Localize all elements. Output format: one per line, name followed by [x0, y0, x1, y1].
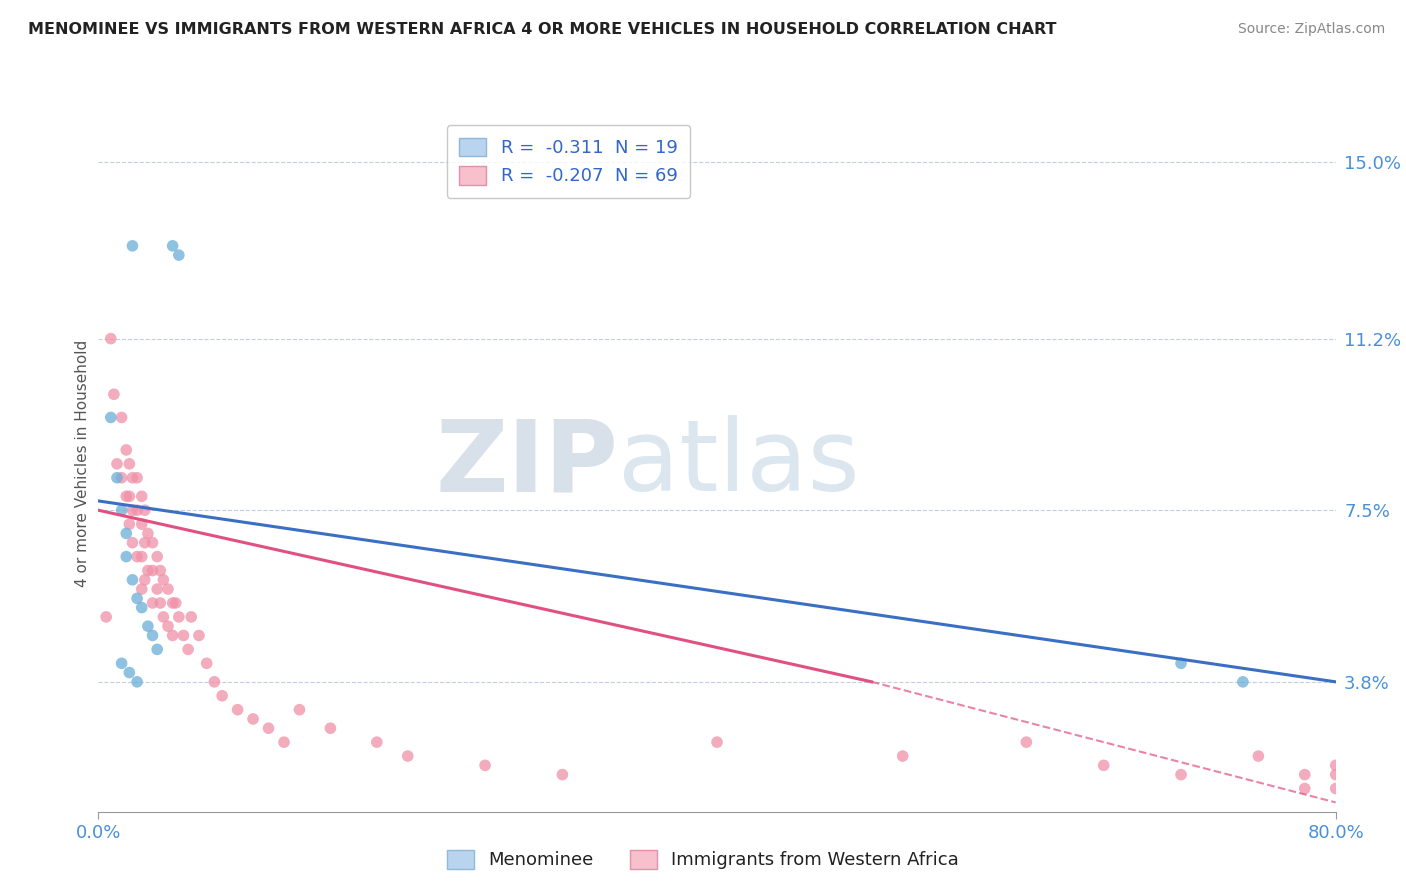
Point: [127, 674, 149, 689]
Point: [173, 628, 195, 642]
Point: [152, 610, 174, 624]
Point: [96, 610, 118, 624]
Point: [162, 628, 184, 642]
Point: [121, 535, 143, 549]
Point: [180, 610, 202, 624]
Point: [149, 596, 172, 610]
Point: [115, 442, 138, 457]
Point: [204, 674, 226, 689]
Point: [319, 721, 342, 735]
Point: [188, 628, 211, 642]
Point: [1294, 781, 1316, 796]
Point: [1170, 657, 1192, 671]
Point: [1170, 767, 1192, 781]
Point: [1324, 767, 1347, 781]
Point: [118, 457, 141, 471]
Point: [366, 735, 388, 749]
Point: [165, 596, 187, 610]
Point: [134, 535, 156, 549]
Point: [105, 457, 128, 471]
Point: [121, 471, 143, 485]
Point: [136, 564, 159, 578]
Point: [142, 596, 165, 610]
Point: [115, 549, 138, 564]
Point: [136, 619, 159, 633]
Point: [226, 703, 249, 717]
Point: [105, 471, 128, 485]
Point: [1092, 758, 1115, 772]
Point: [115, 489, 138, 503]
Point: [131, 600, 153, 615]
Point: [1324, 781, 1347, 796]
Text: Source: ZipAtlas.com: Source: ZipAtlas.com: [1237, 22, 1385, 37]
Point: [257, 721, 280, 735]
Point: [706, 735, 728, 749]
Point: [127, 549, 149, 564]
Point: [162, 596, 184, 610]
Point: [134, 503, 156, 517]
Point: [167, 248, 190, 262]
Point: [103, 387, 125, 401]
Point: [121, 503, 143, 517]
Point: [146, 642, 169, 657]
Point: [152, 573, 174, 587]
Point: [273, 735, 295, 749]
Point: [127, 503, 149, 517]
Point: [134, 573, 156, 587]
Point: [162, 239, 184, 253]
Point: [131, 549, 153, 564]
Point: [111, 503, 134, 517]
Point: [142, 535, 165, 549]
Point: [1294, 767, 1316, 781]
Point: [118, 517, 141, 532]
Point: [167, 610, 190, 624]
Point: [111, 657, 134, 671]
Point: [131, 517, 153, 532]
Point: [127, 591, 149, 606]
Legend: R =  -0.311  N = 19, R =  -0.207  N = 69: R = -0.311 N = 19, R = -0.207 N = 69: [447, 125, 690, 198]
Text: MENOMINEE VS IMMIGRANTS FROM WESTERN AFRICA 4 OR MORE VEHICLES IN HOUSEHOLD CORR: MENOMINEE VS IMMIGRANTS FROM WESTERN AFR…: [28, 22, 1057, 37]
Legend: Menominee, Immigrants from Western Africa: Menominee, Immigrants from Western Afric…: [437, 841, 969, 879]
Point: [131, 582, 153, 596]
Point: [1247, 749, 1270, 764]
Point: [1324, 758, 1347, 772]
Point: [177, 642, 200, 657]
Point: [121, 239, 143, 253]
Point: [146, 549, 169, 564]
Text: ZIP: ZIP: [436, 416, 619, 512]
Point: [118, 489, 141, 503]
Point: [1015, 735, 1038, 749]
Point: [146, 582, 169, 596]
Point: [111, 471, 134, 485]
Point: [396, 749, 419, 764]
Point: [131, 489, 153, 503]
Point: [288, 703, 311, 717]
Y-axis label: 4 or more Vehicles in Household: 4 or more Vehicles in Household: [75, 340, 90, 588]
Point: [195, 657, 218, 671]
Point: [111, 410, 134, 425]
Point: [121, 573, 143, 587]
Point: [100, 332, 122, 346]
Point: [211, 689, 233, 703]
Point: [157, 619, 180, 633]
Point: [127, 471, 149, 485]
Text: atlas: atlas: [619, 416, 859, 512]
Point: [118, 665, 141, 680]
Point: [142, 564, 165, 578]
Point: [142, 628, 165, 642]
Point: [149, 564, 172, 578]
Point: [100, 410, 122, 425]
Point: [474, 758, 496, 772]
Point: [136, 526, 159, 541]
Point: [115, 526, 138, 541]
Point: [1232, 674, 1254, 689]
Point: [891, 749, 914, 764]
Point: [157, 582, 180, 596]
Point: [242, 712, 264, 726]
Point: [551, 767, 574, 781]
